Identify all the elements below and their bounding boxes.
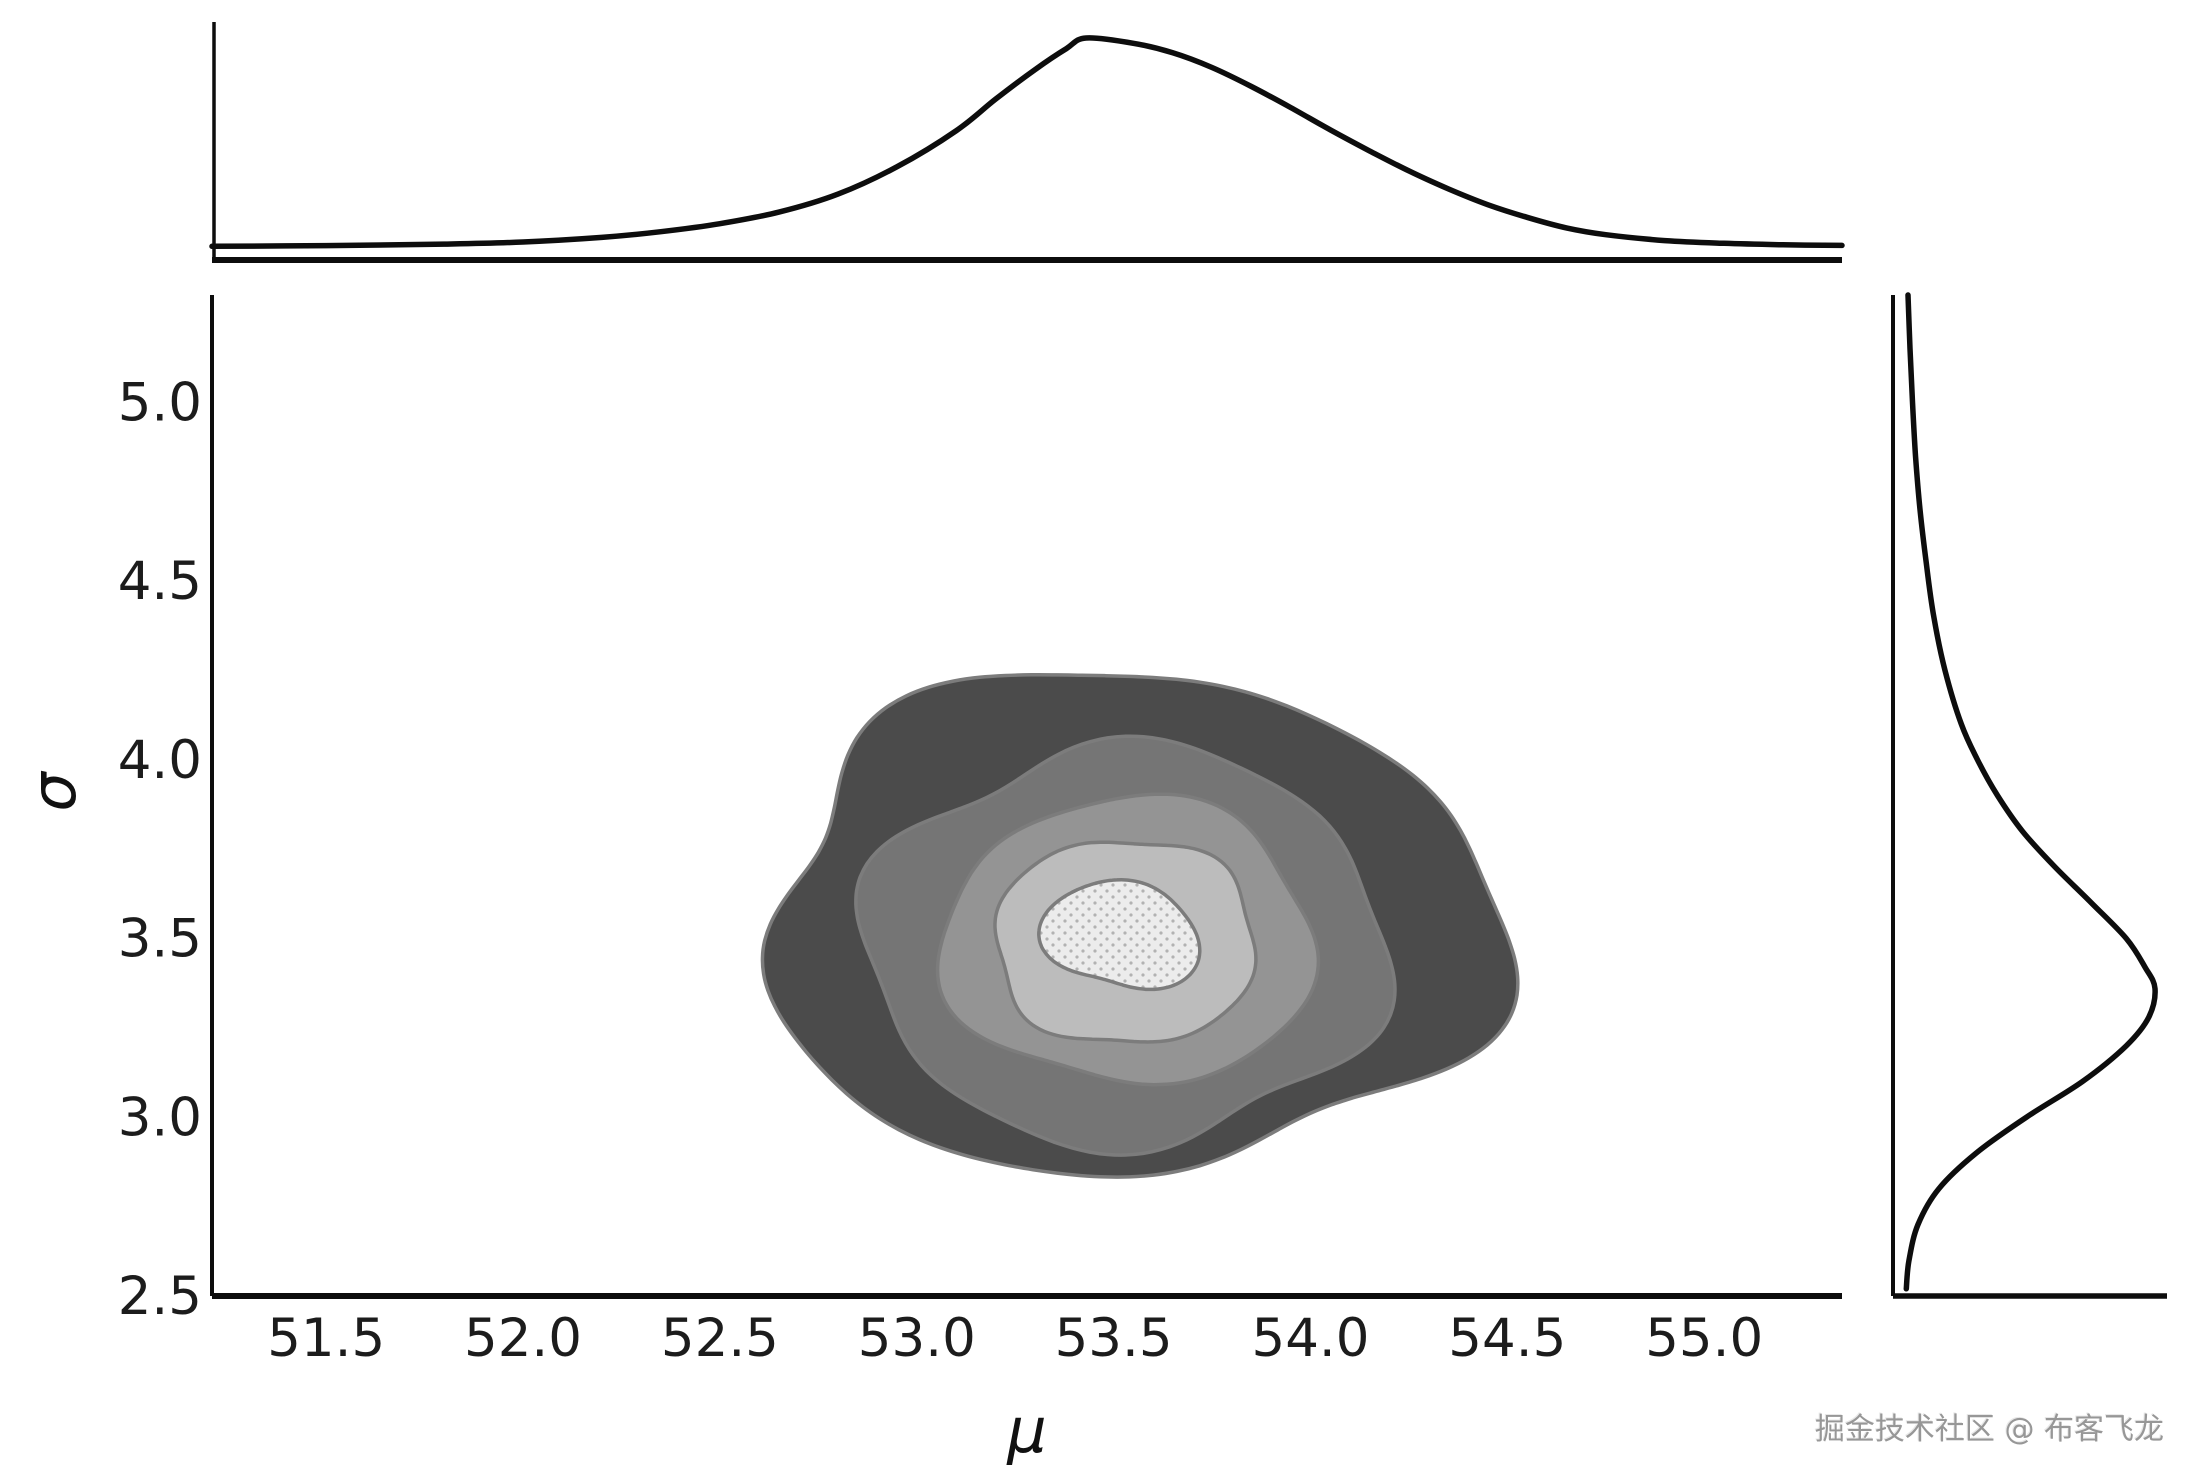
x-tick-label: 51.5 [267, 1308, 385, 1369]
main-plot-spines [210, 295, 1842, 1299]
top-marginal-density-curve [209, 35, 1845, 250]
y-tick-label: 4.5 [118, 551, 202, 612]
x-tick-label: 54.0 [1251, 1308, 1369, 1369]
x-axis-label: μ [1006, 1394, 1046, 1467]
x-tick-label: 53.5 [1055, 1308, 1173, 1369]
top-marginal-plot [209, 22, 1845, 263]
right-marginal-plot [1891, 292, 2167, 1299]
y-tick-label: 4.0 [118, 730, 202, 791]
y-tick-labels: 2.5 3.0 3.5 4.0 4.5 5.0 [118, 372, 202, 1327]
contour-group [760, 673, 1520, 1179]
x-tick-label: 54.5 [1448, 1308, 1566, 1369]
right-marginal-density-curve [1903, 292, 2158, 1292]
main-plot: 51.5 52.0 52.5 53.0 53.5 54.0 54.5 55.0 2.5 3.0 3… [17, 295, 1842, 1467]
x-tick-label: 53.0 [858, 1308, 976, 1369]
contour-level-5 [1037, 878, 1202, 992]
y-axis-label: σ [17, 771, 90, 812]
watermark: 掘金技术社区 @ 布客飞龙 [1814, 1412, 2164, 1447]
y-tick-label: 5.0 [118, 372, 202, 433]
x-tick-label: 52.5 [661, 1308, 779, 1369]
x-tick-label: 52.0 [464, 1308, 582, 1369]
y-tick-label: 2.5 [118, 1266, 202, 1327]
x-tick-label: 55.0 [1645, 1308, 1763, 1369]
y-tick-label: 3.5 [118, 909, 202, 970]
y-tick-label: 3.0 [118, 1087, 202, 1148]
x-tick-labels: 51.5 52.0 52.5 53.0 53.5 54.0 54.5 55.0 [267, 1308, 1763, 1369]
